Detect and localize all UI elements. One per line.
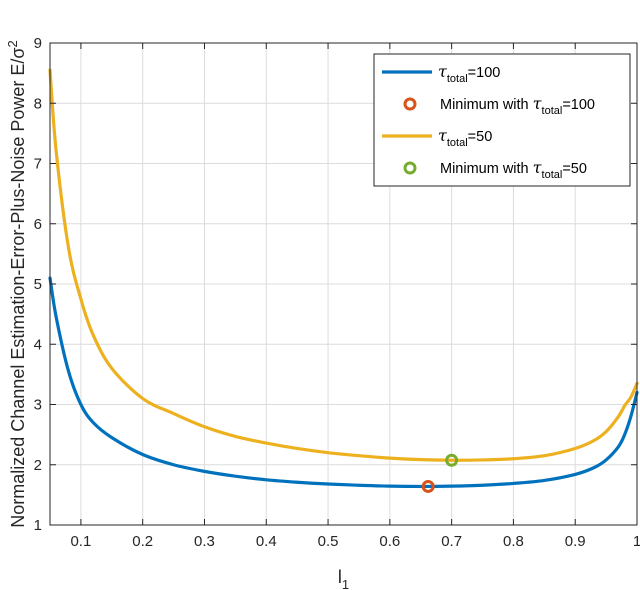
minimum-marker-tau-100 bbox=[421, 479, 435, 493]
x-tick-label: 0.8 bbox=[503, 533, 524, 550]
series-lines bbox=[48, 68, 639, 489]
x-tick-label: 0.4 bbox=[256, 533, 277, 550]
legend-entry-tau-50: τtotal=50 bbox=[382, 126, 492, 149]
x-tick-label: 0.1 bbox=[70, 533, 91, 550]
y-tick-label: 5 bbox=[34, 276, 42, 293]
x-tick-label: 1 bbox=[633, 533, 640, 550]
y-tick-label: 4 bbox=[34, 336, 42, 353]
x-axis-label-sub: 1 bbox=[342, 577, 349, 590]
series-line-tau-50 bbox=[48, 68, 639, 462]
y-tick-label: 9 bbox=[34, 35, 42, 52]
y-tick-label: 3 bbox=[34, 397, 42, 414]
legend-entry-minimum-tau-100: Minimum with τtotal=100 bbox=[403, 94, 595, 117]
y-axis-label-sup: 2 bbox=[5, 40, 20, 47]
y-tick-label: 6 bbox=[34, 216, 42, 233]
x-tick-label: 0.2 bbox=[132, 533, 153, 550]
legend-marker-swatch bbox=[403, 161, 417, 175]
legend: τtotal=100 Minimum with τtotal=100 τtotal=… bbox=[373, 53, 631, 187]
x-axis-label: l1 bbox=[338, 567, 349, 590]
x-tick-label: 0.5 bbox=[318, 533, 339, 550]
x-tick-label: 0.9 bbox=[565, 533, 586, 550]
minimum-marker-tau-50 bbox=[445, 453, 459, 467]
y-axis-label-main: Normalized Channel Estimation-Error-Plus… bbox=[8, 47, 28, 527]
axis-ticks bbox=[50, 42, 638, 526]
legend-label: τtotal=100 bbox=[438, 62, 500, 85]
y-axis-label: Normalized Channel Estimation-Error-Plus… bbox=[5, 40, 28, 528]
legend-entry-minimum-tau-50: Minimum with τtotal=50 bbox=[403, 158, 587, 181]
x-tick-label: 0.7 bbox=[441, 533, 462, 550]
legend-label: τtotal=50 bbox=[438, 126, 492, 149]
minimum-markers bbox=[421, 453, 459, 493]
y-tick-label: 8 bbox=[34, 95, 42, 112]
x-axis-label-main: l bbox=[338, 567, 342, 587]
legend-label: Minimum with τtotal=100 bbox=[440, 94, 595, 117]
legend-marker-swatch bbox=[403, 97, 417, 111]
y-tick-label: 7 bbox=[34, 156, 42, 173]
y-tick-label: 1 bbox=[34, 517, 42, 534]
x-tick-label: 0.3 bbox=[194, 533, 215, 550]
series-line-tau-100 bbox=[48, 276, 639, 489]
legend-entry-tau-100: τtotal=100 bbox=[382, 62, 500, 85]
legend-box bbox=[373, 53, 631, 187]
x-tick-label: 0.6 bbox=[379, 533, 400, 550]
tick-labels: 0.1 0.2 0.3 0.4 0.5 0.6 0.7 0.8 0.9 1 1 2 3 4 5 6 7 8 9 bbox=[34, 35, 640, 550]
legend-label: Minimum with τtotal=50 bbox=[440, 158, 587, 181]
y-tick-label: 2 bbox=[34, 457, 42, 474]
